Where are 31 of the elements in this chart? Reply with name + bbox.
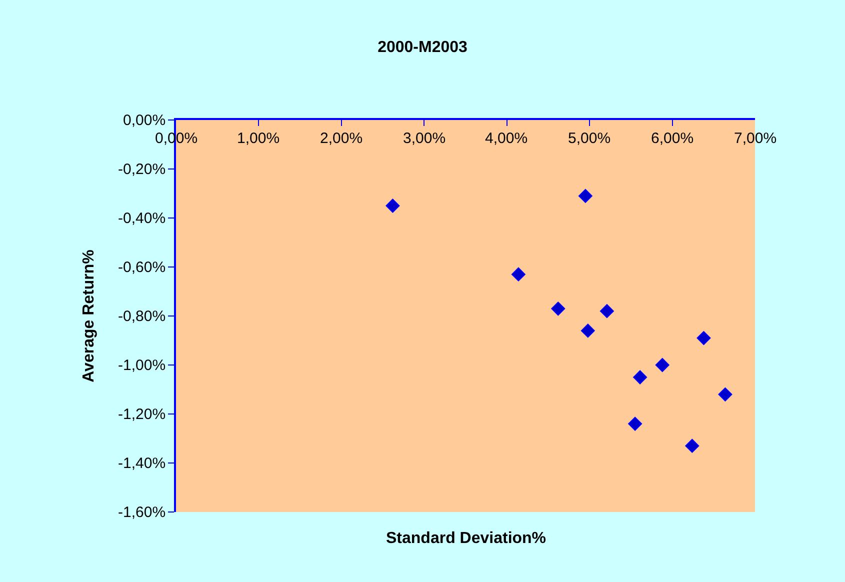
y-tick-label: -0,40% [118, 210, 166, 227]
y-tick-label: -0,20% [118, 161, 166, 178]
point [696, 331, 711, 346]
x-tick-label: 1,00% [237, 130, 280, 147]
y-tick-label: -0,80% [118, 308, 166, 325]
point [551, 302, 566, 316]
point [386, 198, 400, 213]
y-axis-title: Average Return% [80, 250, 98, 382]
point [718, 387, 732, 402]
y-tick-label: 0,00% [123, 112, 166, 129]
point [633, 370, 648, 384]
point [628, 416, 642, 431]
y-tick-label: -1,20% [118, 406, 166, 423]
x-tick-label: 3,00% [403, 130, 446, 147]
y-tick-label: -1,00% [118, 357, 166, 374]
point [685, 438, 700, 453]
x-tick-label: 2,00% [320, 130, 363, 147]
point [511, 267, 526, 282]
x-tick-label: 5,00% [568, 130, 611, 147]
point [580, 324, 595, 338]
point [655, 358, 670, 372]
y-tick-label: -1,40% [118, 455, 166, 472]
x-tick-label: 4,00% [485, 130, 528, 147]
x-tick-label: 7,00% [734, 130, 777, 147]
point [600, 304, 614, 318]
point [578, 188, 592, 203]
x-tick-label: 6,00% [651, 130, 694, 147]
x-axis-title: Standard Deviation% [386, 530, 546, 547]
y-tick-label: -0,60% [118, 259, 166, 276]
y-tick-label: -1,60% [118, 504, 166, 521]
chart-title: 2000-M2003 [378, 38, 468, 56]
